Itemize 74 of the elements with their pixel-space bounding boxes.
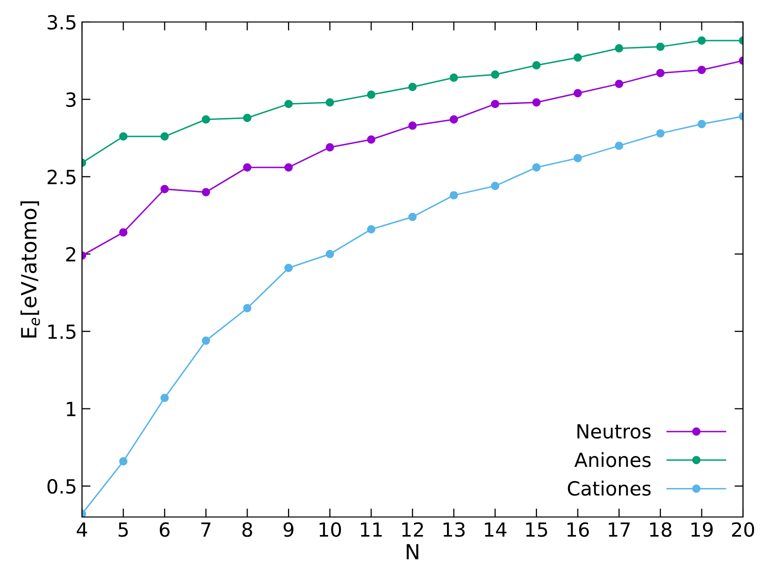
x-tick-label: 18	[650, 522, 672, 537]
x-tick-label: 9	[284, 522, 294, 537]
point	[490, 70, 500, 79]
y-tick-label: 3.5	[48, 14, 76, 30]
point	[656, 129, 665, 138]
point	[367, 90, 376, 99]
x-tick-label: 16	[568, 522, 589, 537]
point	[326, 250, 334, 258]
x-tick-label: 5	[118, 522, 128, 537]
legend-label: Cationes	[568, 480, 651, 496]
x-tick-label: 11	[360, 522, 382, 537]
x-tick-label: 10	[320, 522, 341, 537]
point	[326, 143, 334, 152]
point	[532, 61, 541, 70]
point	[367, 135, 376, 144]
point	[450, 115, 458, 124]
point	[160, 394, 169, 402]
y-tick-label: 2.5	[48, 170, 76, 184]
legend-label: Aniones	[574, 452, 651, 468]
y-tick-label: 0.5	[48, 479, 76, 494]
point	[284, 264, 293, 272]
y-tick-label: 1	[66, 402, 76, 416]
x-tick-label: 6	[160, 522, 170, 537]
point	[202, 336, 210, 345]
point	[408, 121, 417, 130]
point	[698, 66, 706, 74]
point	[119, 457, 128, 466]
point	[574, 154, 582, 162]
point	[119, 228, 128, 237]
x-tick-label: 15	[526, 522, 548, 537]
point	[326, 98, 334, 107]
point	[450, 191, 458, 200]
point	[698, 120, 706, 128]
x-tick-label: 14	[484, 522, 506, 537]
point	[119, 132, 128, 141]
x-tick-label: 20	[732, 522, 754, 537]
point	[243, 114, 252, 122]
point	[532, 98, 541, 107]
point	[656, 68, 665, 78]
point	[243, 304, 252, 312]
y-tick-label: 1.5	[48, 324, 76, 340]
point	[243, 163, 252, 172]
x-tick-label: 7	[201, 522, 210, 537]
point	[160, 132, 169, 141]
point	[490, 100, 500, 108]
point	[614, 80, 624, 88]
point	[614, 142, 624, 150]
y-tick-label: 2	[66, 246, 76, 262]
point	[284, 163, 293, 172]
point	[408, 212, 417, 222]
point	[574, 88, 582, 98]
x-tick-label: 17	[608, 522, 630, 537]
x-axis-title: N	[406, 544, 418, 560]
point	[698, 36, 706, 45]
point	[490, 182, 500, 190]
point	[284, 100, 293, 108]
point	[574, 53, 582, 62]
point	[202, 115, 210, 124]
point	[532, 163, 541, 172]
x-tick-label: 13	[444, 522, 465, 537]
x-tick-label: 8	[242, 522, 252, 537]
legend-label: Neutros	[577, 424, 651, 439]
y-axis-title: E$_{e}$[eV/atomo]	[20, 201, 40, 338]
point	[656, 42, 665, 51]
x-tick-label: 4	[76, 522, 88, 537]
x-tick-label: 12	[402, 522, 423, 537]
point	[614, 44, 624, 52]
point	[202, 188, 210, 196]
point	[450, 74, 458, 82]
point	[160, 184, 169, 194]
point	[367, 225, 376, 234]
x-tick-label: 19	[691, 522, 713, 537]
point	[408, 82, 417, 92]
y-tick-label: 3	[66, 92, 76, 108]
